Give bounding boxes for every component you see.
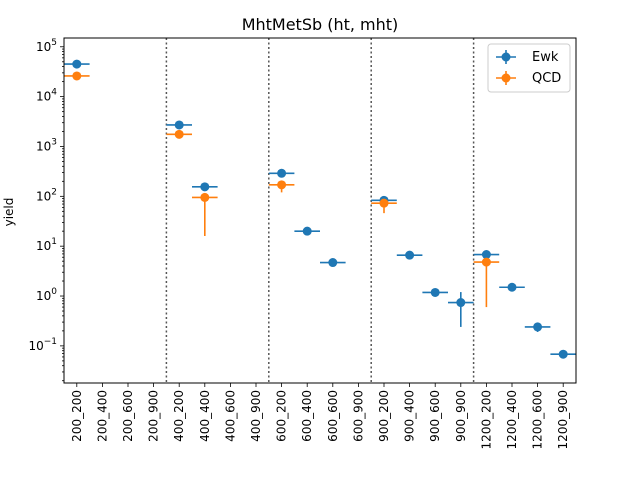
data-point xyxy=(379,198,389,208)
x-tick-label: 600_600 xyxy=(326,390,340,442)
data-point xyxy=(200,192,210,202)
legend-swatch-marker xyxy=(501,52,511,62)
x-tick-label: 400_900 xyxy=(249,390,263,442)
x-tick-label: 600_200 xyxy=(275,390,289,442)
legend: Ewk QCD xyxy=(487,43,571,93)
x-tick-label: 200_900 xyxy=(147,390,161,442)
legend-item-qcd: QCD xyxy=(496,71,561,86)
data-point xyxy=(174,129,184,139)
y-axis-ticks: 10−1 100 101 102 103 104 105 xyxy=(28,38,64,382)
data-point xyxy=(328,258,338,268)
x-tick-label: 200_200 xyxy=(70,390,84,442)
data-point xyxy=(533,322,543,332)
y-tick-label: 102 xyxy=(36,187,57,203)
category-dividers xyxy=(165,38,475,383)
legend-swatch-marker xyxy=(501,73,511,83)
y-tick-label: 105 xyxy=(36,38,57,54)
data-point xyxy=(481,250,491,260)
data-point xyxy=(277,180,287,190)
legend-item-ewk: Ewk xyxy=(496,50,559,65)
y-tick-label: 100 xyxy=(36,287,57,303)
series-markers xyxy=(64,59,576,359)
legend-label: Ewk xyxy=(532,50,559,65)
x-tick-label: 900_200 xyxy=(377,390,391,442)
x-tick-label: 400_600 xyxy=(223,390,237,442)
data-point xyxy=(507,282,517,292)
legend-label: QCD xyxy=(532,71,561,86)
y-tick-label: 103 xyxy=(36,137,57,153)
data-point xyxy=(200,182,210,192)
x-tick-label: 600_900 xyxy=(351,390,365,442)
data-point xyxy=(481,257,491,267)
y-tick-label: 101 xyxy=(36,237,57,253)
x-tick-label: 900_600 xyxy=(428,390,442,442)
plot-frame xyxy=(63,37,577,384)
data-point xyxy=(302,226,312,236)
x-tick-label: 900_400 xyxy=(403,390,417,442)
x-tick-label: 400_200 xyxy=(172,390,186,442)
y-tick-label: 104 xyxy=(36,88,57,104)
x-tick-label: 200_600 xyxy=(121,390,135,442)
data-point xyxy=(558,349,568,359)
series-qcd xyxy=(64,71,500,308)
data-point xyxy=(456,298,466,308)
x-tick-label: 200_400 xyxy=(95,390,109,442)
x-tick-label: 1200_600 xyxy=(531,390,545,449)
data-point xyxy=(277,168,287,178)
data-point xyxy=(174,120,184,130)
chart-title: MhtMetSb (ht, mht) xyxy=(242,15,399,34)
x-tick-label: 1200_400 xyxy=(505,390,519,449)
series-ewk xyxy=(64,59,576,359)
data-point xyxy=(405,250,415,260)
y-axis-label: yield xyxy=(2,198,16,227)
x-tick-label: 600_400 xyxy=(300,390,314,442)
x-tick-label: 400_400 xyxy=(198,390,212,442)
data-point xyxy=(72,71,82,81)
x-tick-label: 1200_900 xyxy=(556,390,570,449)
data-point xyxy=(72,59,82,69)
data-point xyxy=(430,287,440,297)
x-tick-label: 1200_200 xyxy=(479,390,493,449)
x-tick-label: 900_900 xyxy=(454,390,468,442)
y-tick-label: 10−1 xyxy=(28,337,57,353)
x-axis-ticks: 200_200 200_400 200_600 200_900 400_200 400_4… xyxy=(70,383,570,449)
